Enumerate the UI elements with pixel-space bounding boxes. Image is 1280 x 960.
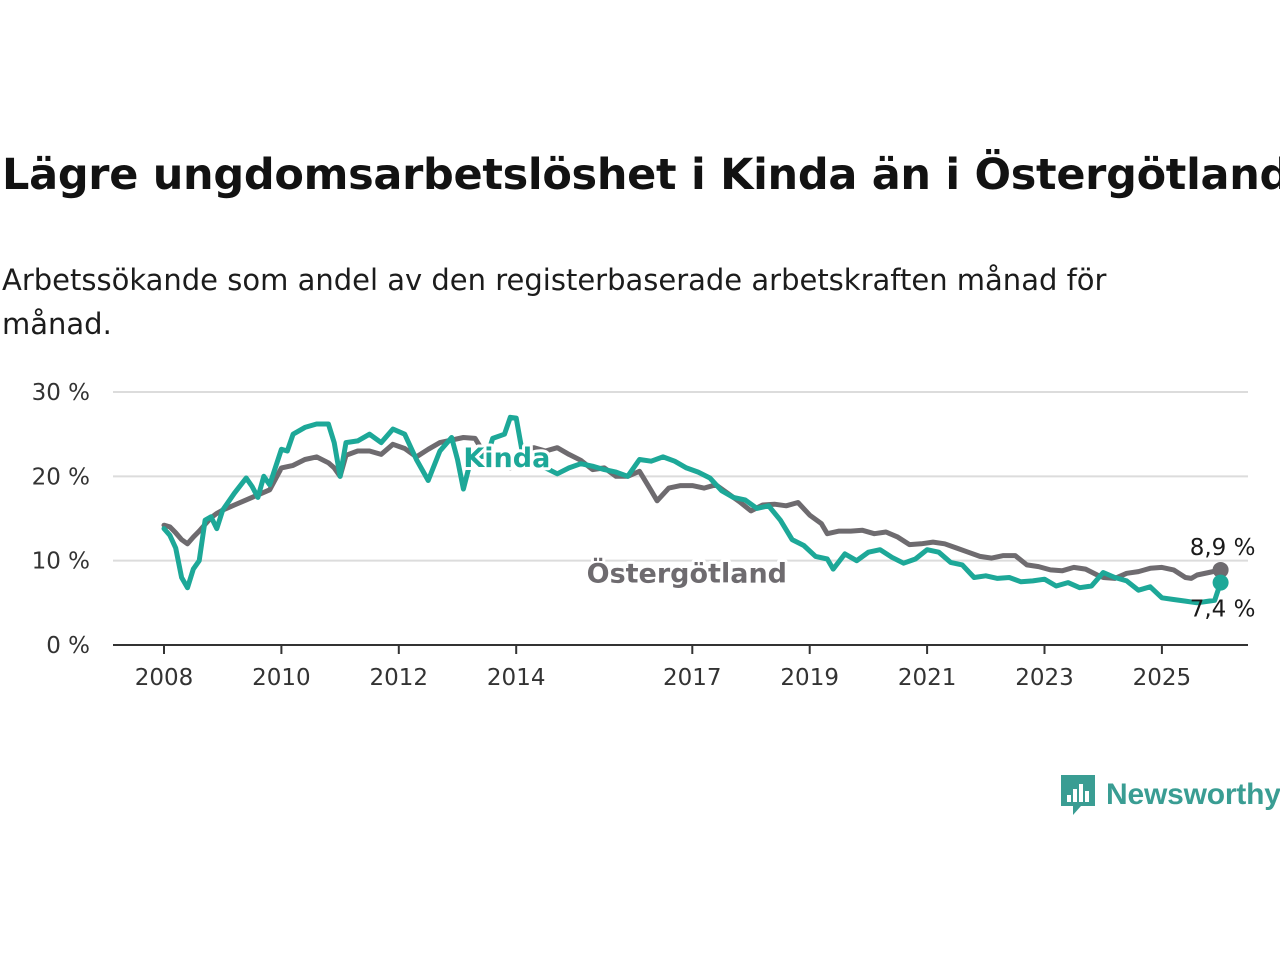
x-tick-label: 2023 — [1015, 665, 1074, 691]
axes: 0 % 10 % 20 % 30 % 2008 2010 2012 2014 2017 2019 2… — [32, 380, 1248, 691]
series-line-ostergotland — [161, 435, 1224, 581]
chart-title: Lägre ungdomsarbetslöshet i Kinda än i Ö… — [2, 150, 1280, 200]
gridlines — [113, 391, 1248, 562]
newsworthy-logo-icon — [1061, 775, 1095, 815]
labels: 8,9 % 7,4 % Östergötland Kinda — [460, 440, 1256, 623]
x-tick-label: 2008 — [135, 665, 194, 691]
y-tick-label: 30 % — [32, 380, 90, 406]
x-tick-label: 2021 — [898, 665, 957, 691]
x-tick-label: 2010 — [252, 665, 311, 691]
end-value-label: 7,4 % — [1190, 597, 1256, 623]
series-name-label: Östergötland — [587, 556, 787, 589]
brand-logo[interactable]: Newsworthy — [1058, 772, 1280, 818]
series-lines — [161, 414, 1224, 606]
end-value-label: 8,9 % — [1190, 535, 1256, 561]
y-tick-label: 10 % — [32, 549, 90, 575]
brand-name: Newsworthy — [1106, 778, 1280, 811]
x-tick-label: 2025 — [1133, 665, 1192, 691]
y-tick-label: 0 % — [46, 633, 90, 659]
series-name-label: Kinda — [463, 443, 550, 474]
chart-subtitle: Arbetssökande som andel av den registerb… — [2, 263, 1107, 341]
x-tick-label: 2014 — [487, 665, 546, 691]
x-tick-label: 2012 — [370, 665, 429, 691]
x-tick-label: 2017 — [663, 665, 722, 691]
y-tick-label: 20 % — [32, 464, 90, 490]
line-chart: 0 % 10 % 20 % 30 % 2008 2010 2012 2014 2017 2019 2… — [32, 380, 1256, 691]
end-point-ostergotland — [1212, 561, 1229, 578]
x-tick-label: 2019 — [780, 665, 839, 691]
series-line-kinda — [161, 414, 1224, 606]
end-point-kinda — [1212, 574, 1229, 591]
